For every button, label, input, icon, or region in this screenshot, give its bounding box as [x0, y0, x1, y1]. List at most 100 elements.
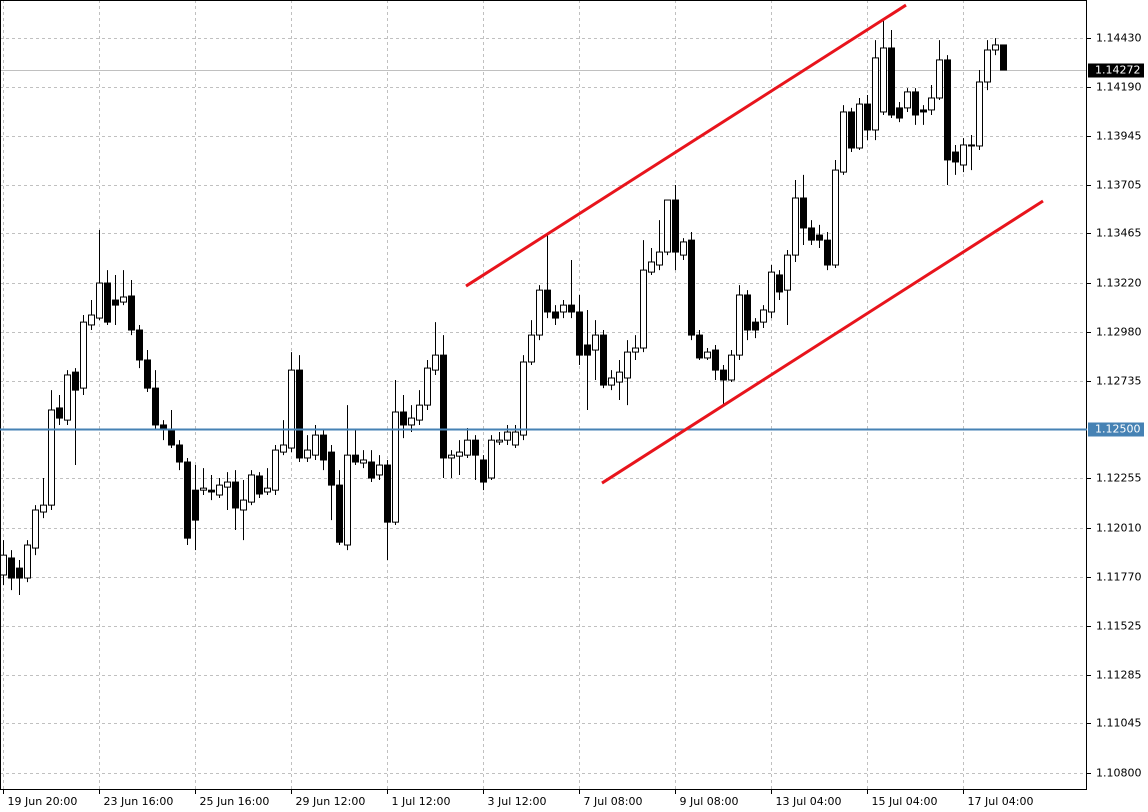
candle-body: [24, 544, 31, 579]
candle-body: [600, 334, 607, 386]
x-tick-label: 15 Jul 04:00: [872, 795, 938, 808]
candle-body: [176, 444, 183, 463]
y-tick-label: 1.14190: [1096, 81, 1142, 94]
candle-body: [832, 169, 839, 266]
candle-body: [888, 47, 895, 116]
candle-body: [328, 451, 335, 486]
candle-body: [648, 261, 655, 273]
candle-body: [320, 434, 327, 461]
candle-body: [720, 369, 727, 381]
candle-body: [464, 439, 471, 456]
candle-body: [216, 484, 223, 496]
candle-body: [864, 103, 871, 131]
candle-body: [616, 371, 623, 383]
candle-body: [56, 407, 63, 419]
candle-body: [584, 344, 591, 356]
candle-body: [280, 444, 287, 453]
candle-body: [200, 487, 207, 491]
candle-body: [960, 144, 967, 166]
candle-body: [944, 59, 951, 161]
candle-body: [344, 454, 351, 546]
candle-body: [848, 111, 855, 149]
candle-body: [264, 487, 271, 493]
candle-body: [504, 431, 511, 441]
x-tick-label: 17 Jul 04:00: [968, 795, 1034, 808]
candle-body: [384, 464, 391, 523]
y-tick-label: 1.10800: [1096, 767, 1142, 780]
candle-body: [784, 254, 791, 291]
candle-body: [416, 404, 423, 421]
y-tick-label: 1.11525: [1096, 620, 1142, 633]
candle-body: [304, 449, 311, 459]
grid: [0, 0, 1087, 790]
x-tick-label: 23 Jun 16:00: [104, 795, 174, 808]
candle-body: [408, 417, 415, 426]
candle-body: [560, 304, 567, 313]
plot-border: [0, 0, 1087, 790]
candle-body: [440, 354, 447, 459]
candle-body: [552, 311, 559, 319]
candle-body: [512, 431, 519, 446]
x-tick-label: 9 Jul 08:00: [680, 795, 739, 808]
candle-body: [48, 409, 55, 506]
candle-body: [880, 47, 887, 113]
candle-body: [232, 481, 239, 509]
level-label-box: [1088, 422, 1144, 437]
candle-body: [544, 289, 551, 313]
candle-body: [400, 411, 407, 426]
candle-body: [272, 449, 279, 491]
current-price-label: 1.14272: [1095, 64, 1141, 77]
candle-body: [72, 371, 79, 391]
marks: [0, 18, 1007, 596]
level-label: 1.12500: [1095, 423, 1141, 436]
candle-body: [472, 439, 479, 456]
candle-body: [224, 481, 231, 488]
candle-body: [976, 81, 983, 147]
x-tick-label: 25 Jun 16:00: [200, 795, 270, 808]
candle-body: [136, 329, 143, 361]
candle-body: [808, 227, 815, 241]
candle-body: [88, 314, 95, 326]
y-tick-label: 1.14430: [1096, 32, 1142, 45]
candle-body: [40, 504, 47, 513]
candle-body: [448, 454, 455, 459]
candle-body: [576, 311, 583, 356]
candle-body: [792, 197, 799, 256]
trendline: [465, 3, 907, 288]
candle-body: [928, 97, 935, 111]
candle-body: [968, 144, 975, 147]
candle-body: [256, 475, 263, 495]
candle-body: [624, 351, 631, 379]
candle-body: [896, 107, 903, 119]
y-tick-label: 1.13705: [1096, 179, 1142, 192]
candle-body: [744, 294, 751, 331]
candle-body: [296, 369, 303, 459]
candle-body: [664, 199, 671, 253]
candle-body: [816, 234, 823, 241]
candle-body: [608, 377, 615, 386]
candle-body: [376, 464, 383, 476]
candle-body: [16, 567, 23, 579]
candle-body: [952, 151, 959, 163]
y-tick-label: 1.12735: [1096, 375, 1142, 388]
x-tick-label: 13 Jul 04:00: [776, 795, 842, 808]
y-tick-label: 1.13465: [1096, 227, 1142, 240]
candle-body: [360, 459, 367, 464]
candle-body: [456, 451, 463, 457]
candle-body: [120, 296, 127, 303]
candle-body: [592, 334, 599, 351]
candle-body: [680, 241, 687, 256]
candle-body: [840, 111, 847, 173]
candle-body: [184, 461, 191, 539]
candle-body: [104, 282, 111, 323]
candle-body: [240, 499, 247, 511]
candle-body: [288, 369, 295, 449]
current-price-box: [1088, 63, 1144, 78]
candle-body: [1000, 44, 1007, 71]
x-tick-label: 29 Jun 12:00: [296, 795, 366, 808]
candle-body: [128, 295, 135, 331]
candle-body: [984, 49, 991, 83]
candle-body: [736, 294, 743, 356]
